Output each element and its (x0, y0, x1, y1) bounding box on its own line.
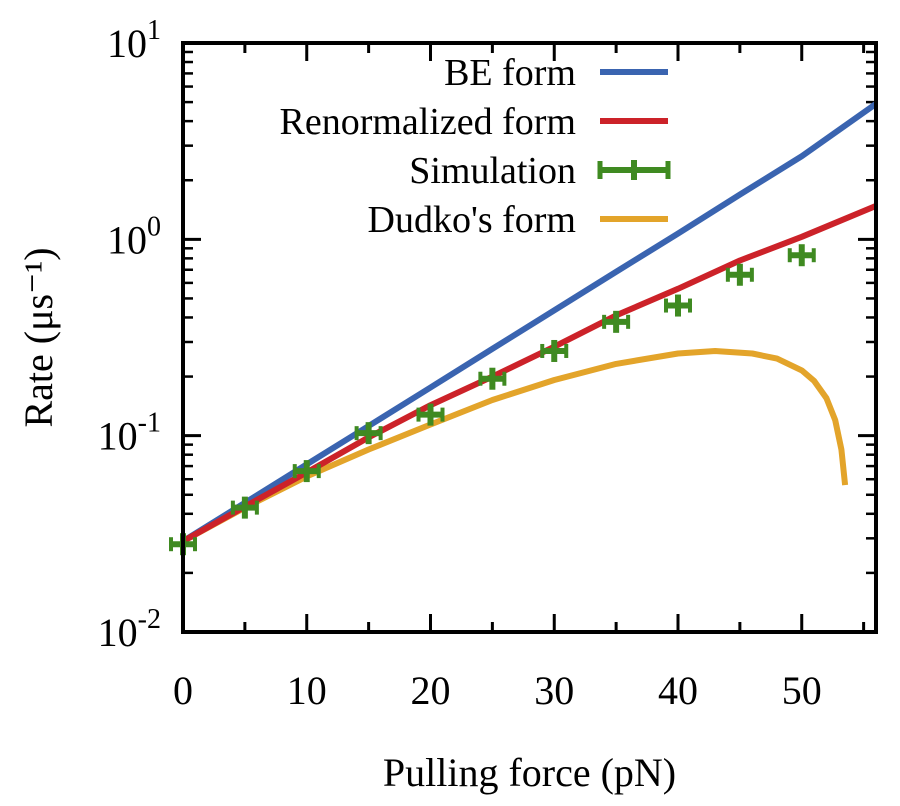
y-tick-label-exponent: 0 (147, 211, 161, 242)
simulation-point (416, 403, 445, 426)
y-tick-label: 100 (107, 211, 161, 262)
y-tick-label-exponent: -1 (138, 408, 161, 439)
legend-item: Renormalized form (279, 101, 668, 143)
y-tick-label: 10-1 (98, 408, 161, 459)
y-tick-label-exponent: -2 (138, 604, 161, 635)
legend: BE form Renormalized form Simulation Dudko'… (279, 52, 671, 241)
x-tick-label: 10 (287, 668, 327, 713)
x-tick-label: 0 (173, 668, 193, 713)
simulation-point (725, 263, 754, 286)
y-tick-label: 101 (107, 15, 161, 66)
simulation-point (478, 367, 507, 390)
renormalized-form-line (181, 203, 876, 544)
simulation-point (787, 244, 816, 267)
legend-label: Renormalized form (279, 101, 576, 143)
simulation-point (230, 496, 259, 519)
simulation-point (602, 310, 631, 333)
legend-label: BE form (444, 52, 576, 94)
y-tick-label-base: 10 (107, 21, 147, 66)
legend-item: Dudko's form (368, 199, 668, 241)
x-tick-label: 50 (782, 668, 822, 713)
y-tick-label-base: 10 (98, 414, 138, 459)
plot-frame (181, 41, 878, 634)
legend-label: Simulation (409, 150, 576, 192)
simulation-point (354, 422, 383, 445)
x-axis-label: Pulling force (pN) (383, 750, 676, 795)
x-tick-label: 40 (658, 668, 698, 713)
dudko-s-form-line (181, 348, 849, 544)
y-tick-label-base: 10 (107, 217, 147, 262)
x-tick-label: 20 (411, 668, 451, 713)
simulation-point (664, 294, 692, 317)
y-tick-label-base: 10 (98, 610, 138, 655)
y-tick-label-exponent: 1 (147, 15, 161, 46)
legend-item: BE form (444, 52, 668, 94)
series-layer (169, 101, 876, 556)
simulation-point (292, 460, 321, 483)
legend-label: Dudko's form (368, 199, 576, 241)
x-tick-label: 30 (534, 668, 574, 713)
legend-item: Simulation (409, 150, 671, 192)
y-axis-label: Rate (μs⁻¹) (16, 247, 61, 427)
y-tick-label: 10-2 (98, 604, 161, 655)
simulation-point (540, 339, 569, 362)
